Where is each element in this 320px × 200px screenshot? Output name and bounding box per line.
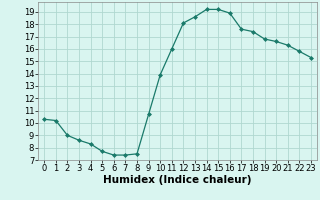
X-axis label: Humidex (Indice chaleur): Humidex (Indice chaleur) [103, 175, 252, 185]
